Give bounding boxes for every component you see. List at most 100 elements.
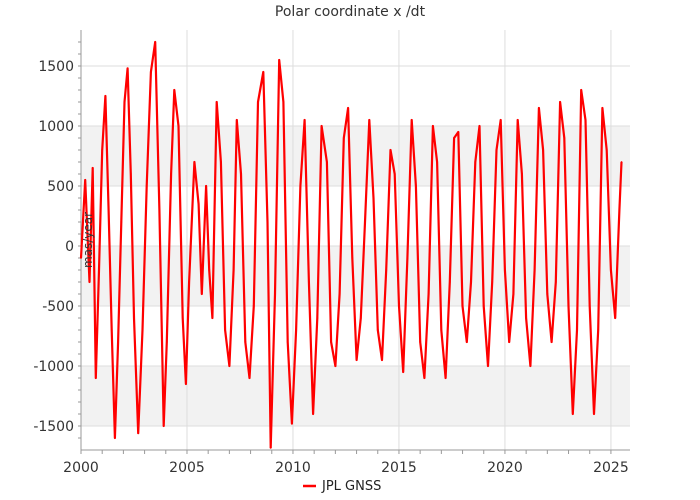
- x-tick-label: 2020: [487, 460, 523, 476]
- data-point: [80, 257, 82, 259]
- data-point: [211, 317, 214, 319]
- data-point: [141, 329, 144, 331]
- data-point: [282, 101, 285, 103]
- data-point: [389, 149, 392, 151]
- data-point: [368, 119, 371, 121]
- data-point: [154, 41, 157, 43]
- data-point: [448, 281, 451, 283]
- data-point: [542, 149, 544, 151]
- data-point: [110, 329, 113, 331]
- data-point: [588, 305, 591, 307]
- data-point: [398, 305, 400, 307]
- data-point: [94, 377, 97, 379]
- background-band: [81, 366, 630, 426]
- data-point: [248, 377, 251, 379]
- data-point: [185, 383, 187, 385]
- data-point: [208, 269, 211, 271]
- data-point: [474, 161, 477, 163]
- data-point: [98, 269, 100, 271]
- data-point: [274, 293, 276, 295]
- data-point: [381, 359, 383, 361]
- data-point: [406, 257, 409, 259]
- y-tick-label: 1500: [38, 59, 74, 75]
- x-tick-label: 2005: [169, 460, 205, 476]
- data-point: [559, 101, 561, 103]
- data-point: [482, 305, 485, 307]
- data-point: [150, 71, 152, 73]
- data-point: [334, 365, 337, 367]
- data-point: [123, 101, 126, 103]
- y-tick-label: 0: [65, 239, 74, 255]
- background-band: [81, 246, 630, 306]
- data-point: [84, 179, 87, 181]
- data-point: [529, 365, 532, 367]
- y-tick-label: -500: [42, 299, 74, 315]
- data-point: [487, 365, 489, 367]
- data-point: [193, 161, 196, 163]
- data-point: [316, 317, 319, 319]
- data-point: [410, 119, 413, 121]
- data-point: [576, 329, 578, 331]
- data-point: [393, 173, 396, 175]
- data-point: [364, 221, 366, 223]
- data-point: [307, 281, 310, 283]
- data-point: [114, 437, 116, 439]
- data-point: [605, 149, 608, 151]
- data-point: [402, 371, 405, 373]
- data-point: [601, 107, 604, 109]
- data-point: [520, 173, 523, 175]
- data-point: [504, 269, 506, 271]
- data-point: [376, 329, 379, 331]
- data-point: [215, 101, 218, 103]
- data-point: [385, 269, 388, 271]
- data-point: [372, 197, 375, 199]
- data-point: [436, 161, 439, 163]
- data-point: [461, 305, 464, 307]
- data-point: [563, 137, 566, 139]
- series-jpl-gnss: [79, 40, 623, 449]
- data-point: [303, 119, 306, 121]
- data-point: [200, 293, 203, 295]
- legend-label: JPL GNSS: [321, 479, 381, 494]
- data-point: [533, 269, 536, 271]
- data-point: [129, 173, 132, 175]
- data-point: [101, 149, 104, 151]
- data-point: [431, 125, 434, 127]
- data-point: [618, 209, 621, 211]
- data-point: [252, 305, 255, 307]
- data-point: [158, 209, 161, 211]
- data-point: [537, 107, 540, 109]
- data-point: [320, 125, 323, 127]
- data-point: [312, 413, 315, 415]
- y-tick-label: 500: [47, 179, 74, 195]
- data-point: [525, 317, 528, 319]
- y-axis-ticks: -1500 -1000 -500 0 500 1000 1500: [33, 41, 81, 439]
- data-point: [470, 281, 472, 283]
- data-point: [88, 281, 91, 283]
- data-point: [133, 317, 135, 319]
- data-point: [499, 119, 502, 121]
- data-point: [427, 293, 430, 295]
- x-tick-label: 2025: [593, 460, 629, 476]
- x-axis-ticks: 2000 2005 2010 2015 2020 2025: [63, 450, 629, 476]
- data-point: [453, 137, 455, 139]
- data-point: [120, 221, 123, 223]
- data-point: [620, 161, 623, 163]
- data-point: [614, 317, 617, 319]
- data-point: [266, 221, 269, 223]
- data-point: [240, 173, 242, 175]
- y-axis-label: mas/year: [81, 212, 95, 268]
- series-line: [79, 40, 623, 449]
- data-point: [597, 329, 600, 331]
- data-point: [232, 269, 235, 271]
- data-point: [440, 329, 443, 331]
- data-point: [219, 161, 222, 163]
- data-point: [465, 341, 468, 343]
- data-point: [291, 422, 293, 425]
- data-point: [330, 341, 333, 343]
- data-point: [342, 137, 345, 139]
- data-point: [419, 341, 422, 343]
- data-point: [554, 281, 557, 283]
- x-tick-label: 2015: [381, 460, 417, 476]
- data-point: [177, 125, 180, 127]
